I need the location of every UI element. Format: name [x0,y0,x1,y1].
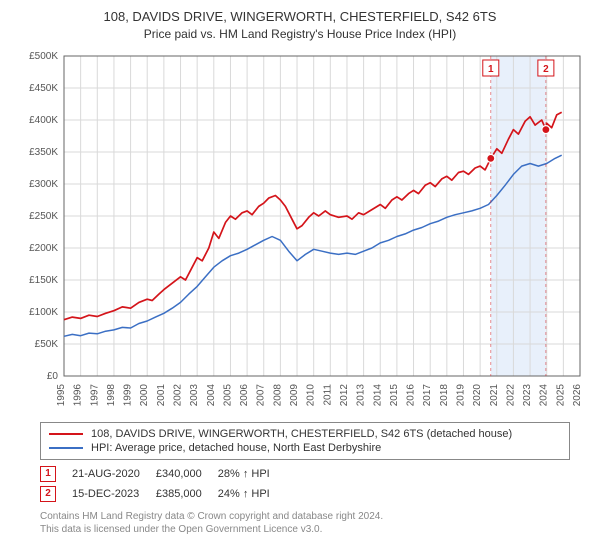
legend-label-property: 108, DAVIDS DRIVE, WINGERWORTH, CHESTERF… [91,428,512,440]
svg-text:2018: 2018 [439,383,450,406]
svg-text:2021: 2021 [489,383,500,406]
svg-text:2025: 2025 [555,383,566,406]
marker-table: 1 21-AUG-2020 £340,000 28% ↑ HPI 2 15-DE… [40,464,286,504]
svg-text:£350K: £350K [29,147,58,158]
marker-row-1: 1 21-AUG-2020 £340,000 28% ↑ HPI [40,464,286,484]
legend-row-hpi: HPI: Average price, detached house, Nort… [49,441,561,455]
marker-date-2: 15-DEC-2023 [72,484,156,504]
svg-text:2005: 2005 [222,383,233,406]
marker-date-1: 21-AUG-2020 [72,464,156,484]
svg-text:1998: 1998 [106,383,117,406]
svg-text:£150K: £150K [29,275,58,286]
chart-svg: £0 £50K £100K £150K £200K £250K £300K £350K £400… [10,46,590,416]
title-main: 108, DAVIDS DRIVE, WINGERWORTH, CHESTERF… [10,8,590,26]
svg-text:2009: 2009 [289,383,300,406]
marker-badge-2: 2 [40,486,56,502]
svg-text:£250K: £250K [29,211,58,222]
marker-price-2: £385,000 [156,484,218,504]
svg-text:1997: 1997 [89,383,100,406]
legend-swatch-property [49,433,83,435]
svg-text:2014: 2014 [372,383,383,406]
svg-text:2016: 2016 [406,383,417,406]
legend: 108, DAVIDS DRIVE, WINGERWORTH, CHESTERF… [40,422,570,460]
legend-swatch-hpi [49,447,83,449]
svg-text:2026: 2026 [572,383,583,406]
marker-row-2: 2 15-DEC-2023 £385,000 24% ↑ HPI [40,484,286,504]
svg-text:£200K: £200K [29,243,58,254]
title-block: 108, DAVIDS DRIVE, WINGERWORTH, CHESTERF… [10,8,590,42]
svg-text:2012: 2012 [339,383,350,406]
svg-text:1999: 1999 [123,383,134,406]
footer: Contains HM Land Registry data © Crown c… [40,510,590,536]
svg-text:2: 2 [543,64,549,75]
svg-text:2019: 2019 [455,383,466,406]
svg-text:2002: 2002 [173,383,184,406]
svg-text:2020: 2020 [472,383,483,406]
marker-badge-1: 1 [40,466,56,482]
svg-text:2003: 2003 [189,383,200,406]
svg-text:2023: 2023 [522,383,533,406]
svg-text:2015: 2015 [389,383,400,406]
svg-text:2006: 2006 [239,383,250,406]
marker-price-1: £340,000 [156,464,218,484]
svg-text:2007: 2007 [256,383,267,406]
svg-text:2013: 2013 [356,383,367,406]
marker-delta-2: 24% ↑ HPI [218,484,286,504]
svg-text:£300K: £300K [29,179,58,190]
svg-text:1996: 1996 [73,383,84,406]
legend-row-property: 108, DAVIDS DRIVE, WINGERWORTH, CHESTERF… [49,427,561,441]
svg-text:2000: 2000 [139,383,150,406]
svg-text:£500K: £500K [29,51,58,62]
svg-text:2004: 2004 [206,383,217,406]
svg-text:£450K: £450K [29,83,58,94]
chart-area: £0 £50K £100K £150K £200K £250K £300K £350K £400… [10,46,590,416]
svg-text:£50K: £50K [35,339,59,350]
svg-text:2022: 2022 [505,383,516,406]
chart-container: 108, DAVIDS DRIVE, WINGERWORTH, CHESTERF… [0,0,600,542]
svg-text:2010: 2010 [306,383,317,406]
svg-text:£400K: £400K [29,115,58,126]
svg-text:2024: 2024 [539,383,550,406]
svg-text:£0: £0 [47,371,59,382]
svg-text:2001: 2001 [156,383,167,406]
svg-text:1: 1 [488,64,494,75]
legend-label-hpi: HPI: Average price, detached house, Nort… [91,442,381,454]
svg-text:1995: 1995 [56,383,67,406]
footer-line-2: This data is licensed under the Open Gov… [40,523,590,536]
title-sub: Price paid vs. HM Land Registry's House … [10,26,590,42]
svg-text:2008: 2008 [272,383,283,406]
svg-text:2017: 2017 [422,383,433,406]
footer-line-1: Contains HM Land Registry data © Crown c… [40,510,590,523]
marker-delta-1: 28% ↑ HPI [218,464,286,484]
svg-text:£100K: £100K [29,307,58,318]
svg-text:2011: 2011 [322,383,333,405]
